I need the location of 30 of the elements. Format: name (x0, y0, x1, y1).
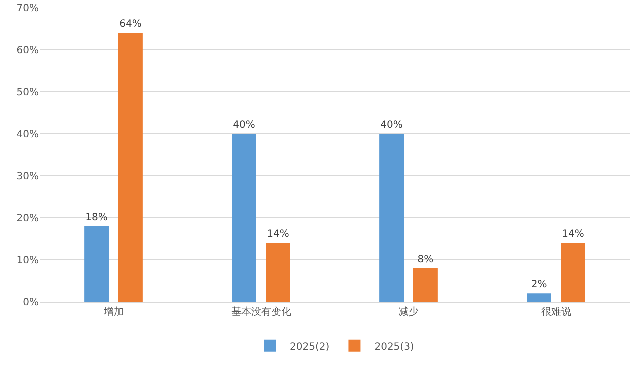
bar (266, 243, 290, 302)
data-label: 40% (380, 120, 403, 131)
y-tick-label: 10% (16, 256, 39, 266)
data-label: 8% (418, 254, 434, 266)
bar (84, 226, 109, 302)
y-tick-label: 20% (16, 214, 39, 224)
data-label: 14% (562, 229, 584, 240)
bar (380, 134, 404, 302)
bar (118, 33, 143, 302)
bar (561, 243, 586, 302)
x-tick-label: 基本没有变化 (231, 306, 292, 318)
bar (527, 294, 552, 302)
x-tick-label: 增加 (102, 306, 124, 318)
y-tick-label: 70% (16, 4, 39, 14)
data-label: 18% (86, 212, 108, 224)
bar (232, 134, 256, 302)
y-tick-label: 0% (23, 298, 39, 308)
data-label: 64% (120, 19, 142, 30)
bar (414, 268, 438, 302)
legend-label: 2025(2) (290, 342, 330, 353)
y-tick-label: 50% (16, 88, 39, 98)
data-label: 2% (531, 280, 548, 291)
y-tick-label: 30% (16, 172, 39, 182)
x-tick-label: 很难说 (541, 306, 572, 318)
x-tick-label: 减少 (398, 306, 419, 318)
legend-label: 2025(3) (374, 342, 414, 353)
data-label: 14% (267, 229, 290, 240)
y-tick-label: 40% (16, 130, 39, 140)
data-label: 40% (233, 120, 256, 131)
y-tick-label: 60% (16, 46, 39, 56)
